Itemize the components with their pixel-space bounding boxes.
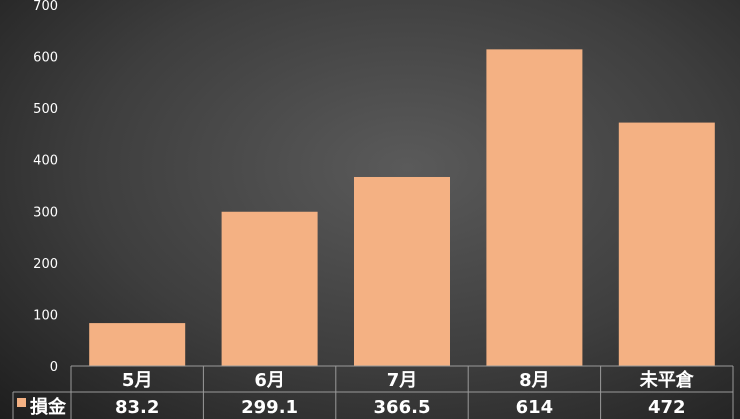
- data-label: 299.1: [241, 397, 298, 418]
- data-label: 614: [516, 397, 554, 418]
- bar: [89, 323, 186, 366]
- category-label: 8月: [519, 370, 550, 391]
- y-tick-label: 500: [33, 102, 58, 117]
- category-label: 7月: [387, 370, 418, 391]
- category-label: 6月: [254, 370, 285, 391]
- bar: [618, 122, 715, 366]
- bar: [221, 211, 318, 366]
- y-tick-label: 400: [33, 154, 58, 169]
- legend-label: 損金: [30, 396, 67, 418]
- data-label: 83.2: [115, 397, 159, 418]
- category-label: 5月: [122, 370, 153, 391]
- data-label: 366.5: [374, 397, 431, 418]
- y-tick-label: 600: [33, 51, 58, 66]
- data-label: 472: [648, 397, 686, 418]
- legend-swatch: [17, 398, 26, 407]
- y-tick-label: 100: [33, 308, 58, 323]
- y-tick-label: 0: [50, 360, 58, 375]
- bar: [486, 49, 583, 366]
- bar: [354, 176, 450, 366]
- y-tick-label: 300: [33, 205, 58, 220]
- y-tick-label: 200: [33, 257, 58, 272]
- y-tick-label: 700: [33, 0, 58, 14]
- category-label: 未平倉: [640, 369, 695, 391]
